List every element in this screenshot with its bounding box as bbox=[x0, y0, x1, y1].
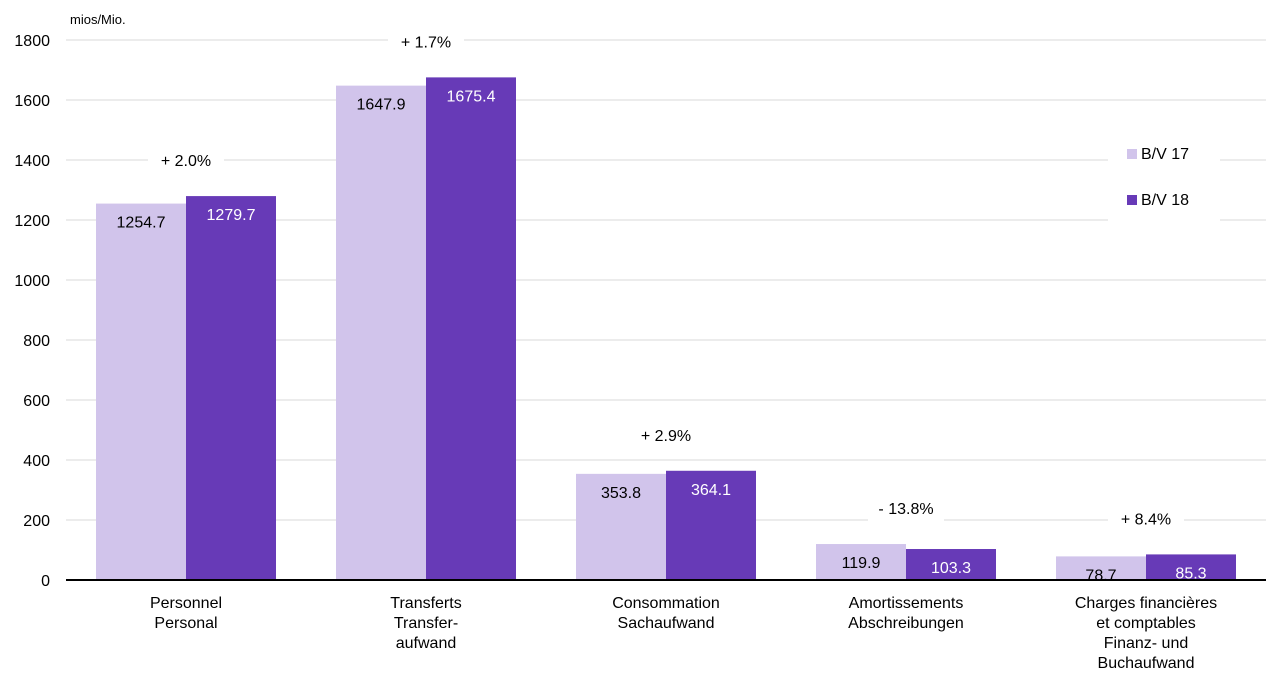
annotation-bg bbox=[388, 29, 464, 56]
y-tick-label: 1600 bbox=[14, 93, 50, 110]
annotation-bg bbox=[1108, 506, 1184, 533]
bar-bv17 bbox=[336, 85, 426, 580]
bar-bv17 bbox=[96, 203, 186, 580]
y-tick-label: 1200 bbox=[14, 213, 50, 230]
change-annotation: + 2.9% bbox=[641, 428, 691, 445]
bar-bv17 bbox=[816, 544, 906, 580]
legend-box bbox=[1108, 138, 1220, 228]
bar-bv18 bbox=[186, 196, 276, 580]
x-category-label: Charges financières bbox=[1075, 595, 1217, 612]
bar-bv17 bbox=[1056, 556, 1146, 580]
y-tick-label: 1400 bbox=[14, 153, 50, 170]
labels: 1254.7 1279.7 + 2.0% 1647.9 1675.4 + 1.7% 353.… bbox=[117, 29, 1207, 584]
data-label: 1647.9 bbox=[357, 97, 406, 114]
data-label: 119.9 bbox=[842, 555, 881, 572]
legend-swatch bbox=[1127, 149, 1137, 159]
legend-swatch bbox=[1127, 195, 1137, 205]
unit-label: mios/Mio. bbox=[70, 12, 126, 27]
legend-label: B/V 17 bbox=[1141, 146, 1189, 163]
bar-bv18 bbox=[666, 470, 756, 580]
x-category-label: et comptables bbox=[1096, 615, 1196, 632]
x-category-label: Personal bbox=[154, 615, 217, 632]
x-category-label: Sachaufwand bbox=[618, 615, 715, 632]
x-category-label: aufwand bbox=[396, 635, 457, 652]
legend: B/V 17 B/V 18 bbox=[1108, 138, 1220, 228]
y-tick-label: 600 bbox=[23, 393, 50, 410]
y-tick-label: 200 bbox=[23, 513, 50, 530]
change-annotation: + 1.7% bbox=[401, 34, 451, 51]
annotation-bg bbox=[868, 496, 944, 523]
bar-bv18 bbox=[1146, 554, 1236, 580]
bar-bv18 bbox=[426, 77, 516, 580]
x-category-label: Finanz- und bbox=[1104, 635, 1189, 652]
data-label: 1279.7 bbox=[207, 207, 256, 224]
change-annotation: + 8.4% bbox=[1121, 511, 1171, 528]
x-category-label: Buchaufwand bbox=[1098, 655, 1195, 672]
data-label: 78.7 bbox=[1085, 567, 1116, 584]
bar-bv18 bbox=[906, 549, 996, 580]
annotation-bg bbox=[628, 422, 704, 449]
bars bbox=[96, 77, 1236, 580]
data-label: 1675.4 bbox=[447, 88, 496, 105]
bar-bv17 bbox=[576, 473, 666, 580]
x-category-label: Transferts bbox=[390, 595, 461, 612]
y-tick-label: 1800 bbox=[14, 33, 50, 50]
data-label: 1254.7 bbox=[117, 215, 166, 232]
axes: mios/Mio. 0 200 400 600 800 1000 1200 1400 1600 18… bbox=[14, 12, 1266, 672]
legend-label: B/V 18 bbox=[1141, 192, 1189, 209]
change-annotation: + 2.0% bbox=[161, 153, 211, 170]
x-category-label: Abschreibungen bbox=[848, 615, 964, 632]
data-label: 364.1 bbox=[691, 482, 731, 499]
x-category-label: Consommation bbox=[612, 595, 720, 612]
x-category-label: Amortissements bbox=[849, 595, 964, 612]
data-label: 85.3 bbox=[1175, 565, 1206, 582]
y-tick-label: 1000 bbox=[14, 273, 50, 290]
y-tick-label: 400 bbox=[23, 453, 50, 470]
x-category-label: Personnel bbox=[150, 595, 222, 612]
data-label: 353.8 bbox=[601, 485, 641, 502]
data-label: 103.3 bbox=[931, 560, 971, 577]
y-tick-label: 800 bbox=[23, 333, 50, 350]
x-category-label: Transfer- bbox=[394, 615, 458, 632]
change-annotation: - 13.8% bbox=[878, 501, 933, 518]
y-tick-label: 0 bbox=[41, 573, 50, 590]
annotation-bg bbox=[148, 148, 224, 175]
